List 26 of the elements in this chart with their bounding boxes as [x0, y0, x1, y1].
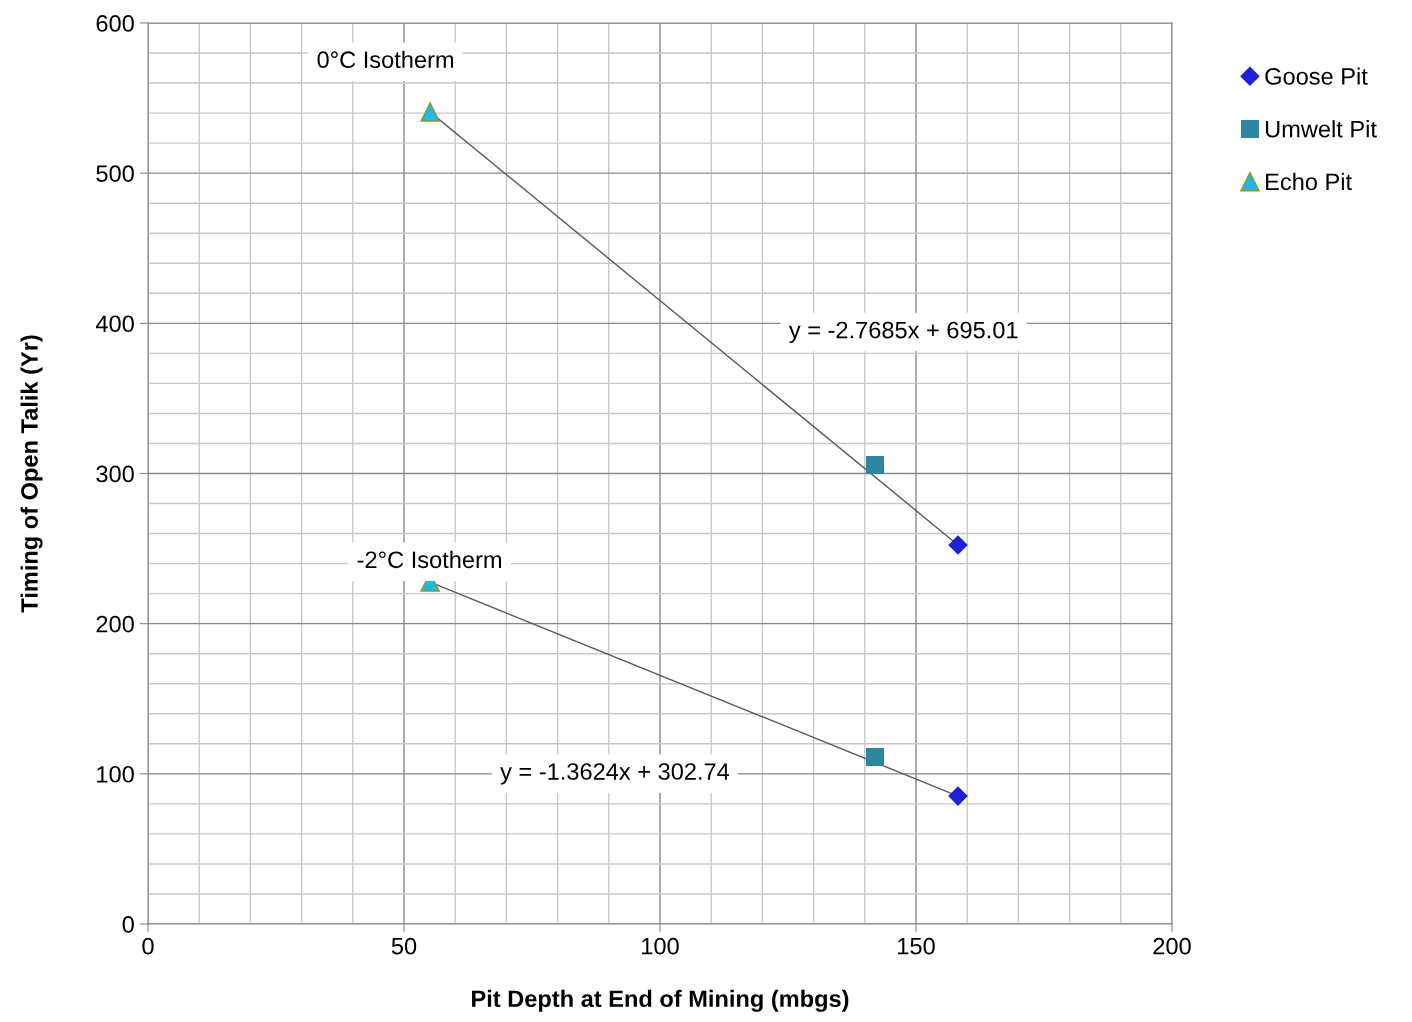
legend-label: Umwelt Pit	[1265, 120, 1377, 138]
y-tick-label: 400	[95, 315, 134, 333]
x-tick-label: 150	[898, 937, 935, 955]
point	[866, 456, 885, 475]
annotation: y = -2.7685x + 695.01	[788, 321, 1018, 344]
x-tick-label: 50	[391, 937, 417, 955]
x-axis-title: Pit Depth at End of Mining (mbgs)	[472, 989, 849, 1012]
annotation: y = -1.3624x + 302.74	[500, 763, 730, 785]
legend-label: Echo Pit	[1266, 172, 1352, 191]
y-axis-title: Timing of Open Talik (Yr)	[20, 335, 43, 613]
point	[948, 786, 968, 806]
y-tick-label: 300	[96, 465, 134, 483]
y-tick-label: 600	[96, 15, 134, 32]
point	[948, 535, 968, 555]
y-tick-label: 0	[122, 916, 134, 933]
annotation: -2°C Isotherm	[357, 550, 501, 569]
x-tick-label: 0	[142, 937, 154, 955]
y-tick-label: 100	[97, 765, 134, 783]
point	[420, 102, 440, 122]
annotation: 0°C Isotherm	[317, 50, 454, 69]
y-tick-label: 500	[96, 165, 134, 182]
x-tick-label: 100	[642, 937, 679, 955]
legend-label: Goose Pit	[1265, 67, 1368, 85]
point	[866, 747, 885, 767]
y-tick-label: 200	[96, 615, 134, 633]
x-tick-label: 200	[1153, 937, 1191, 955]
